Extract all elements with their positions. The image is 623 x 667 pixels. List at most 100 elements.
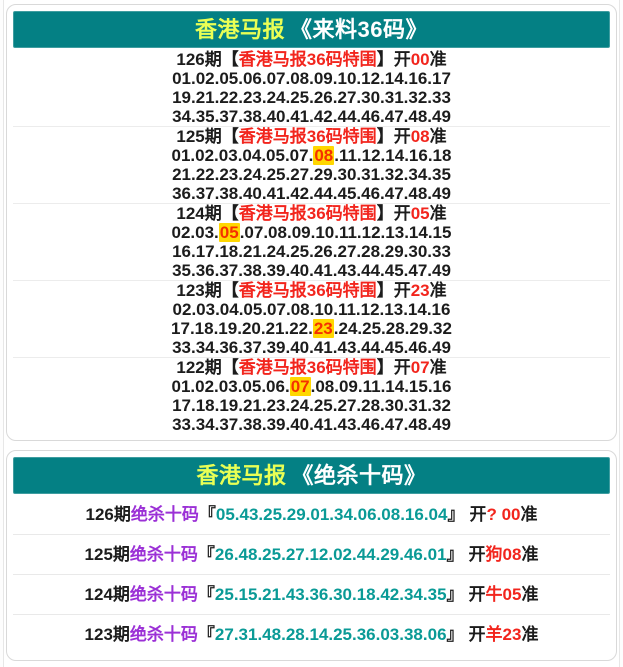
row-period: 125期	[84, 545, 130, 564]
entry-accurate-label: 准	[429, 50, 447, 69]
entry-result: 08	[410, 127, 430, 146]
entry-bracket-close: 】	[376, 358, 394, 377]
numbers-segment: .11.12.14.16.18	[334, 146, 452, 165]
numbers-line: 02.03.05.07.08.09.10.11.12.13.14.15	[13, 223, 610, 242]
entry-accurate-label: 准	[429, 127, 447, 146]
numbers-segment: 36.37.38.40.41.42.44.45.46.47.48.49	[172, 184, 451, 203]
entry-bracket-close: 】	[376, 50, 394, 69]
row-result: ? 00	[486, 505, 521, 524]
entry-period: 122期	[176, 358, 222, 377]
row-accurate-label: 准	[520, 505, 538, 524]
numbers-segment: 35.36.37.38.39.40.41.43.44.45.47.49	[172, 261, 451, 280]
row-open-label: 开	[468, 585, 486, 604]
prediction-entry: 124期【香港马报36码特围】开05准 02.03.05.07.08.09.10.…	[13, 203, 610, 280]
entry-accurate-label: 准	[429, 281, 447, 300]
entry-open-label: 开	[393, 281, 411, 300]
section-laoliao-36ma: 香港马报 《来料36码》 126期【香港马报36码特围】开00准 01.02.05.…	[6, 4, 617, 441]
section-juesha-10ma: 香港马报 《绝杀十码》 126期绝杀十码『05.43.25.29.01.34.06…	[6, 450, 617, 661]
highlighted-number: 05	[218, 223, 240, 242]
numbers-line: 36.37.38.40.41.42.44.45.46.47.48.49	[13, 184, 610, 203]
entry-result: 07	[410, 358, 430, 377]
entry-heading: 124期【香港马报36码特围】开05准	[13, 204, 610, 223]
kill-row: 124期绝杀十码『25.15.21.43.36.30.18.42.34.35』开…	[13, 574, 610, 614]
entry-heading: 126期【香港马报36码特围】开00准	[13, 50, 610, 69]
highlighted-number: 08	[313, 146, 335, 165]
entry-period: 124期	[176, 204, 222, 223]
kill-row: 125期绝杀十码『26.48.25.27.12.02.44.29.46.01』开…	[13, 534, 610, 574]
kill-row: 123期绝杀十码『27.31.48.28.14.25.36.03.38.06』开…	[13, 614, 610, 654]
numbers-segment: 19.21.22.23.24.25.26.27.30.31.32.33	[172, 88, 451, 107]
numbers-line: 19.21.22.23.24.25.26.27.30.31.32.33	[13, 88, 610, 107]
row-open-label: 开	[468, 545, 486, 564]
entry-accurate-label: 准	[429, 358, 447, 377]
row-label: 绝杀十码	[129, 625, 198, 644]
row-result: 牛05	[485, 585, 522, 604]
row-bracket-close: 』	[446, 585, 464, 604]
row-bracket-close: 』	[447, 505, 465, 524]
entry-open-label: 开	[393, 358, 411, 377]
entry-bracket-close: 】	[376, 204, 394, 223]
row-result: 狗08	[485, 545, 522, 564]
prediction-entry: 125期【香港马报36码特围】开08准 01.02.03.04.05.07.08.…	[13, 126, 610, 203]
section-laoliao-header: 香港马报 《来料36码》	[13, 11, 610, 48]
entry-bracket-open: 【	[221, 281, 239, 300]
numbers-segment: 17.18.19.20.21.22.	[171, 319, 313, 338]
numbers-line: 33.34.37.38.39.40.41.43.46.47.48.49	[13, 415, 610, 434]
numbers-segment: 02.03.04.05.07.08.10.11.12.13.14.16	[172, 300, 451, 319]
row-accurate-label: 准	[521, 625, 539, 644]
row-bracket-close: 』	[446, 625, 464, 644]
entry-tag: 香港马报36码特围	[238, 358, 377, 377]
prediction-entry: 123期【香港马报36码特围】开23准 02.03.04.05.07.08.10.…	[13, 280, 610, 357]
numbers-segment: .07.08.09.10.11.12.13.14.15	[239, 223, 452, 242]
entry-open-label: 开	[393, 127, 411, 146]
highlighted-number: 23	[312, 319, 334, 338]
row-period: 123期	[84, 625, 130, 644]
brand-title: 香港马报	[196, 463, 287, 488]
kill-row: 126期绝杀十码『05.43.25.29.01.34.06.08.16.04』开…	[13, 495, 610, 534]
numbers-segment: 33.34.36.37.39.40.41.43.44.45.46.49	[172, 338, 451, 357]
section-juesha-header: 香港马报 《绝杀十码》	[13, 457, 610, 494]
numbers-segment: 02.03.	[171, 223, 219, 242]
row-accurate-label: 准	[521, 545, 539, 564]
section-book-title: 《来料36码》	[290, 17, 428, 42]
entry-bracket-close: 】	[376, 127, 394, 146]
numbers-line: 01.02.03.04.05.07.08.11.12.14.16.18	[13, 146, 610, 165]
numbers-line: 17.18.19.21.23.24.25.27.28.30.31.32	[13, 396, 610, 415]
highlighted-number: 07	[289, 377, 311, 396]
numbers-line: 16.17.18.21.24.25.26.27.28.29.30.33	[13, 242, 610, 261]
row-numbers: 25.15.21.43.36.30.18.42.34.35	[214, 585, 447, 604]
entry-period: 123期	[176, 281, 222, 300]
numbers-line: 01.02.05.06.07.08.09.10.12.14.16.17	[13, 69, 610, 88]
row-label: 绝杀十码	[129, 585, 198, 604]
entry-bracket-open: 【	[221, 50, 239, 69]
row-bracket-open: 『	[197, 545, 215, 564]
numbers-line: 02.03.04.05.07.08.10.11.12.13.14.16	[13, 300, 610, 319]
row-period: 126期	[85, 505, 131, 524]
brand-title: 香港马报	[195, 17, 286, 42]
entry-bracket-open: 【	[221, 358, 239, 377]
prediction-entry-list: 126期【香港马报36码特围】开00准 01.02.05.06.07.08.09.…	[13, 48, 610, 434]
row-bracket-open: 『	[198, 505, 216, 524]
prediction-entry: 126期【香港马报36码特围】开00准 01.02.05.06.07.08.09.…	[13, 50, 610, 126]
numbers-segment: 01.02.03.04.05.07.	[171, 146, 314, 165]
numbers-segment: 16.17.18.21.24.25.26.27.28.29.30.33	[172, 242, 451, 261]
entry-tag: 香港马报36码特围	[238, 50, 377, 69]
numbers-line: 21.22.23.24.25.27.29.30.31.32.34.35	[13, 165, 610, 184]
row-bracket-open: 『	[197, 585, 215, 604]
numbers-line: 17.18.19.20.21.22.23.24.25.28.29.32	[13, 319, 610, 338]
numbers-segment: .24.25.28.29.32	[333, 319, 452, 338]
entry-tag: 香港马报36码特围	[238, 281, 377, 300]
entry-tag: 香港马报36码特围	[238, 127, 377, 146]
numbers-segment: 34.35.37.38.40.41.42.44.46.47.48.49	[172, 107, 451, 126]
numbers-segment: 17.18.19.21.23.24.25.27.28.30.31.32	[172, 396, 451, 415]
entry-result: 05	[410, 204, 430, 223]
row-bracket-close: 』	[446, 545, 464, 564]
entry-accurate-label: 准	[429, 204, 447, 223]
row-period: 124期	[84, 585, 130, 604]
entry-bracket-open: 【	[221, 127, 239, 146]
entry-result: 00	[410, 50, 430, 69]
entry-tag: 香港马报36码特围	[238, 204, 377, 223]
row-numbers: 26.48.25.27.12.02.44.29.46.01	[214, 545, 447, 564]
entry-heading: 123期【香港马报36码特围】开23准	[13, 281, 610, 300]
row-result: 羊23	[485, 625, 522, 644]
